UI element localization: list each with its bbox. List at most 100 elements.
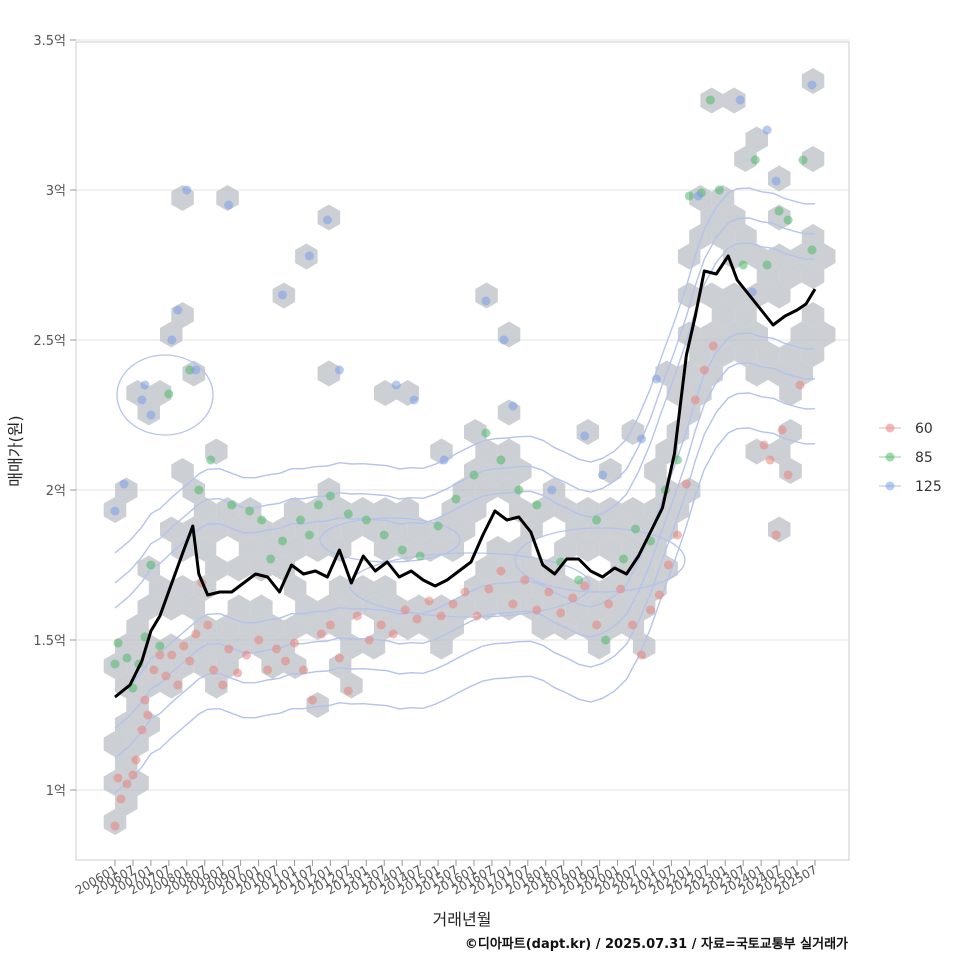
hexbin-cell — [790, 360, 813, 387]
data-point-60 — [637, 650, 646, 660]
data-point-60 — [580, 581, 590, 591]
hexbin-cell — [452, 594, 476, 621]
data-point-60 — [783, 470, 793, 480]
hexbin-cell — [520, 516, 543, 543]
data-point-85 — [807, 245, 817, 255]
data-point-125 — [278, 290, 287, 300]
density-contour — [114, 242, 816, 609]
data-point-125 — [762, 125, 772, 135]
hexbin-cell — [464, 419, 487, 445]
hexbin-cell — [441, 536, 464, 562]
data-point-85 — [481, 428, 491, 438]
data-point-60 — [765, 455, 775, 465]
data-point-60 — [771, 530, 781, 540]
data-point-60 — [179, 641, 189, 651]
hexbin-cell — [711, 302, 735, 328]
density-contour — [116, 354, 214, 436]
data-point-85 — [113, 638, 123, 648]
data-point-60 — [672, 530, 682, 540]
grid-lines — [76, 39, 849, 791]
hexbin-cell — [554, 536, 577, 562]
hexbin-cell — [216, 185, 239, 211]
hexbin-cell — [734, 302, 757, 328]
hexbin-cell — [193, 536, 217, 562]
data-point-125 — [580, 431, 590, 441]
data-point-85 — [379, 530, 389, 540]
data-point-60 — [299, 665, 308, 675]
hexbin-cell — [576, 419, 600, 445]
data-point-85 — [496, 455, 506, 465]
hexbin-cell — [700, 321, 723, 348]
hexbin-cell — [373, 380, 397, 406]
density-contour — [114, 362, 816, 729]
data-point-125 — [598, 470, 608, 480]
hexbin-cell — [779, 263, 802, 289]
hexbin-cell — [115, 711, 138, 738]
data-point-60 — [113, 773, 123, 783]
data-point-85 — [415, 551, 425, 561]
hexbin-cell — [160, 633, 183, 660]
data-point-85 — [705, 95, 715, 105]
data-point-125 — [652, 374, 661, 384]
hexbin-cell — [103, 731, 127, 757]
hexbin-cell — [430, 594, 453, 621]
hexbin-cell — [317, 594, 341, 621]
data-point-125 — [224, 200, 234, 210]
data-point-60 — [699, 365, 709, 375]
hexbin-cell — [768, 360, 791, 387]
hexbin-cell — [283, 575, 307, 601]
data-point-125 — [547, 485, 557, 495]
data-point-85 — [164, 389, 174, 399]
data-point-60 — [290, 638, 299, 648]
trend-line-layer — [114, 254, 817, 699]
hexbin-cell — [509, 458, 532, 484]
data-point-60 — [224, 644, 234, 654]
x-axis-title: 거래년월 — [433, 910, 492, 929]
data-point-60 — [325, 620, 335, 630]
legend-label: 85 — [915, 450, 933, 466]
data-point-60 — [272, 644, 281, 654]
hexbin-cell — [148, 575, 172, 601]
y-tick-label: 2.5억 — [33, 334, 66, 349]
data-point-85 — [122, 653, 132, 663]
data-point-85 — [194, 485, 204, 495]
data-point-60 — [191, 629, 201, 639]
hexbin-cell — [768, 243, 791, 270]
density-contour — [514, 527, 686, 593]
hexbin-cell — [756, 341, 780, 367]
data-point-60 — [185, 656, 195, 666]
data-point-85 — [361, 515, 371, 525]
data-point-60 — [460, 587, 470, 597]
data-point-125 — [191, 365, 201, 375]
y-tick-label: 2억 — [46, 484, 66, 499]
hexbin-cell — [621, 497, 645, 523]
data-point-125 — [508, 401, 518, 411]
hexbin-cell — [722, 204, 746, 231]
data-point-85 — [278, 536, 287, 546]
data-point-60 — [520, 575, 530, 585]
legend: 60 85 125 — [879, 421, 942, 495]
hexbin-cell — [677, 399, 701, 426]
hexbin-cell — [328, 653, 352, 679]
hexbin-cell — [486, 458, 509, 484]
data-point-60 — [173, 680, 183, 690]
hexbin-cell — [554, 497, 577, 523]
hexbin-cell — [328, 614, 352, 640]
hexbin-cell — [205, 633, 228, 660]
data-point-85 — [619, 554, 628, 564]
data-point-125 — [146, 410, 156, 420]
data-point-60 — [116, 794, 126, 804]
data-point-85 — [631, 524, 640, 534]
data-point-60 — [343, 686, 353, 696]
hexbin-cell — [328, 575, 352, 601]
hexbin-cell — [599, 497, 622, 523]
hexbin-cell — [373, 536, 397, 562]
y-tick-label: 1억 — [46, 784, 66, 799]
hexbin-cell — [396, 536, 419, 562]
data-point-85 — [304, 530, 314, 540]
hexbin-cell — [272, 555, 296, 582]
data-point-85 — [397, 545, 407, 555]
hexbin-cell — [486, 536, 509, 562]
data-point-60 — [484, 584, 494, 594]
